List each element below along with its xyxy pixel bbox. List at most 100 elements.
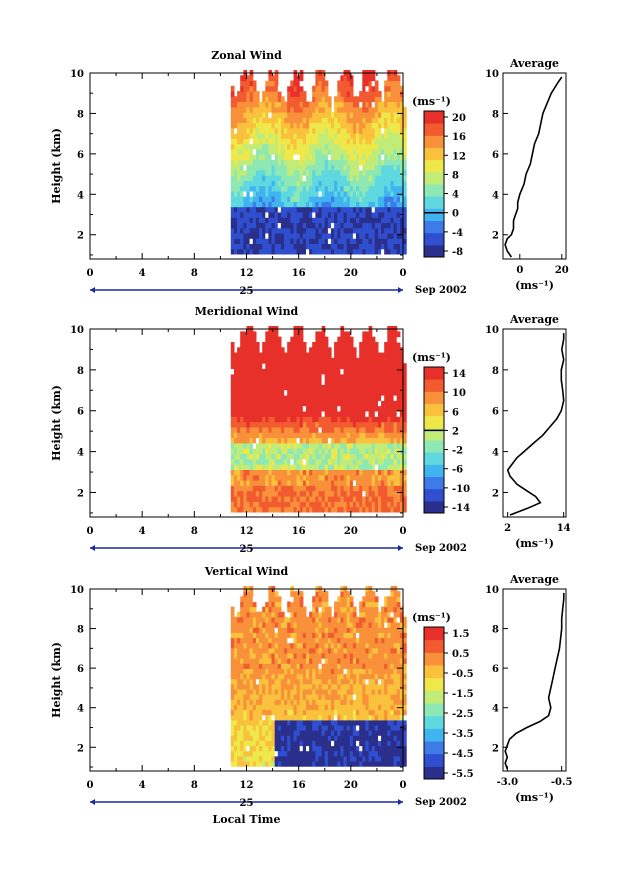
heatmap-cell — [243, 606, 248, 613]
heatmap-cell — [365, 357, 370, 364]
heatmap-cell — [306, 106, 310, 113]
heatmap-cell — [346, 416, 351, 423]
heatmap-cell — [349, 233, 354, 239]
heatmap-cell — [243, 678, 248, 685]
heatmap-cell — [246, 591, 251, 597]
heatmap-cell — [290, 212, 294, 218]
heatmap-cell — [343, 474, 348, 481]
heatmap-cell — [399, 85, 404, 92]
heatmap-cell — [387, 180, 391, 187]
heatmap-cell — [246, 379, 251, 385]
heatmap-cell — [296, 627, 301, 633]
heatmap-cell — [356, 212, 360, 218]
heatmap-cell — [381, 112, 385, 118]
heatmap-cell — [321, 496, 326, 502]
heatmap-cell — [290, 138, 294, 145]
heatmap-cell — [331, 148, 335, 155]
heatmap-cell — [274, 212, 279, 218]
heatmap-cell — [296, 501, 301, 508]
heatmap-cell — [268, 591, 273, 597]
heatmap-cell — [331, 416, 335, 423]
heatmap-cell — [327, 485, 332, 492]
heatmap-cell — [290, 719, 294, 726]
heatmap-cell — [368, 480, 373, 486]
heatmap-cell — [265, 148, 269, 155]
heatmap-cell — [306, 122, 310, 129]
heatmap-cell — [312, 201, 316, 208]
heatmap-cell — [240, 112, 244, 118]
heatmap-cell — [268, 117, 273, 124]
heatmap-cell — [349, 206, 354, 213]
heatmap-cell — [274, 591, 279, 597]
heatmap-cell — [249, 730, 254, 736]
heatmap-cell — [315, 606, 320, 613]
heatmap-cell — [318, 96, 323, 103]
heatmap-cell — [346, 206, 351, 213]
heatmap-cell — [252, 352, 257, 359]
x-tick-label: 0 — [400, 268, 407, 279]
heatmap-cell — [306, 159, 310, 166]
heatmap-cell — [255, 342, 260, 348]
heatmap-cell — [252, 719, 257, 726]
heatmap-cell — [243, 148, 248, 155]
heatmap-cell — [271, 175, 276, 181]
heatmap-cell — [243, 127, 248, 134]
heatmap-cell — [368, 347, 373, 354]
heatmap-cell — [302, 248, 307, 255]
heatmap-cell — [296, 154, 301, 160]
heatmap-cell — [378, 400, 382, 407]
heatmap-cell — [271, 673, 276, 680]
heatmap-cell — [268, 755, 273, 762]
heatmap-cell — [349, 248, 354, 255]
heatmap-cell — [403, 169, 407, 176]
heatmap-cell — [287, 611, 291, 618]
colorbar-tick-label: -2 — [452, 446, 463, 457]
heatmap-cell — [399, 506, 404, 513]
colorbar-swatch — [424, 111, 444, 124]
heatmap-cell — [252, 724, 257, 731]
heatmap-cell — [277, 91, 282, 97]
heatmap-cell — [396, 496, 401, 502]
heatmap-cell — [399, 458, 404, 465]
heatmap-cell — [243, 601, 248, 608]
heatmap-cell — [280, 760, 285, 767]
heatmap-cell — [271, 724, 276, 731]
heatmap-cell — [399, 480, 404, 486]
heatmap-cell — [290, 248, 294, 255]
heatmap-cell — [334, 750, 338, 757]
heatmap-cell — [293, 437, 298, 444]
heatmap-cell — [378, 127, 382, 134]
heatmap-cell — [284, 501, 288, 508]
heatmap-cell — [331, 724, 335, 731]
heatmap-cell — [396, 80, 401, 87]
heatmap-cell — [337, 347, 341, 354]
heatmap-cell — [268, 238, 273, 244]
heatmap-cell — [387, 143, 391, 150]
heatmap-cell — [265, 357, 269, 364]
heatmap-cell — [299, 724, 304, 731]
heatmap-cell — [252, 611, 257, 618]
heatmap-cell — [234, 750, 238, 757]
heatmap-cell — [399, 437, 404, 444]
heatmap-cell — [249, 688, 254, 695]
heatmap-cell — [252, 357, 257, 364]
heatmap-cell — [327, 185, 332, 192]
heatmap-cell — [268, 384, 273, 391]
heatmap-cell — [359, 432, 363, 439]
heatmap-cell — [252, 201, 257, 208]
heatmap-cell — [340, 248, 345, 255]
heatmap-cell — [230, 480, 235, 486]
heatmap-cell — [334, 222, 338, 229]
heatmap-cell — [306, 222, 310, 229]
heatmap-cell — [306, 400, 310, 407]
heatmap-cell — [321, 501, 326, 508]
heatmap-cell — [334, 196, 338, 202]
heatmap-cell — [327, 379, 332, 385]
heatmap-cell — [280, 106, 285, 113]
heatmap-cell — [284, 496, 288, 502]
heatmap-cell — [252, 458, 257, 465]
heatmap-cell — [262, 233, 266, 239]
heatmap-cell — [306, 694, 310, 700]
heatmap-cell — [371, 117, 376, 124]
heatmap-cell — [302, 755, 307, 762]
